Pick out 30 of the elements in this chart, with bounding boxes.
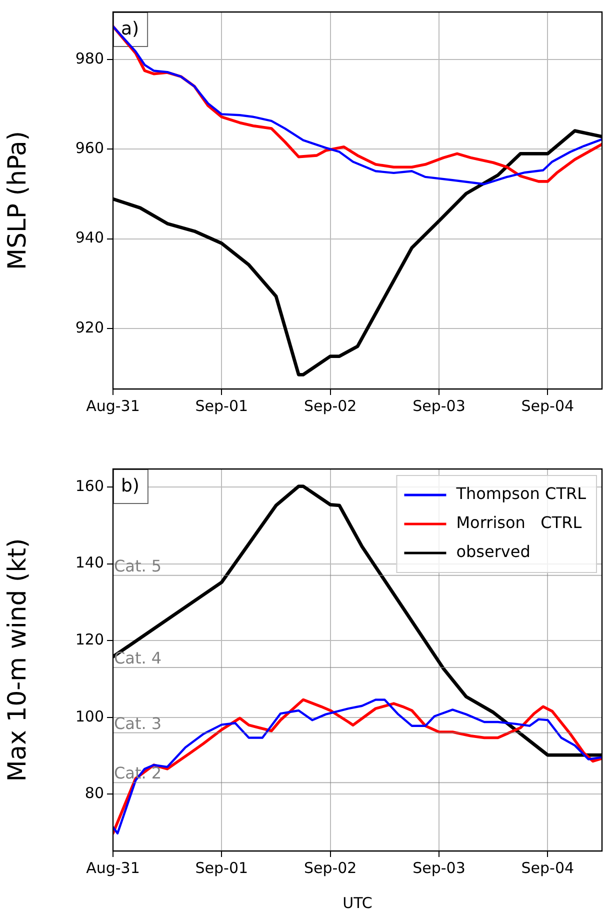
y-tick-label: 140	[75, 554, 104, 572]
y-axis-title: MSLP (hPa)	[2, 130, 32, 270]
x-tick-label: Sep-02	[304, 858, 357, 877]
y-tick-label: 120	[75, 630, 104, 649]
annotation: b)	[121, 476, 140, 497]
x-tick-label: Aug-31	[86, 858, 140, 877]
x-tick-label: Sep-03	[412, 858, 466, 877]
ref-line-label: Cat. 5	[114, 556, 162, 576]
x-tick-label: Sep-04	[521, 396, 574, 415]
x-tick-label: Sep-03	[412, 396, 466, 415]
y-tick-label: 80	[84, 784, 104, 802]
x-tick-label: Aug-31	[86, 396, 140, 415]
x-tick-label: Sep-02	[304, 396, 357, 415]
ref-line-label: Cat. 3	[114, 714, 162, 733]
y-axis-title: Max 10-m wind (kt)	[2, 538, 32, 782]
legend-label: Morrison CTRL	[456, 513, 582, 532]
y-tick-label: 920	[75, 318, 104, 336]
legend-label: observed	[456, 542, 530, 562]
y-tick-label: 960	[75, 139, 104, 158]
y-tick-label: 100	[75, 707, 104, 726]
y-tick-label: 940	[75, 228, 104, 247]
ref-line-label: Cat. 4	[114, 648, 162, 668]
legend-label: Thompson CTRL	[455, 484, 586, 504]
x-tick-label: Sep-01	[195, 858, 248, 877]
y-tick-label: 160	[75, 476, 104, 495]
x-axis-title: UTC	[342, 894, 372, 912]
annotation: a)	[121, 18, 140, 40]
x-tick-label: Sep-04	[521, 858, 574, 877]
y-tick-label: 980	[75, 49, 104, 68]
x-tick-label: Sep-01	[195, 396, 248, 415]
